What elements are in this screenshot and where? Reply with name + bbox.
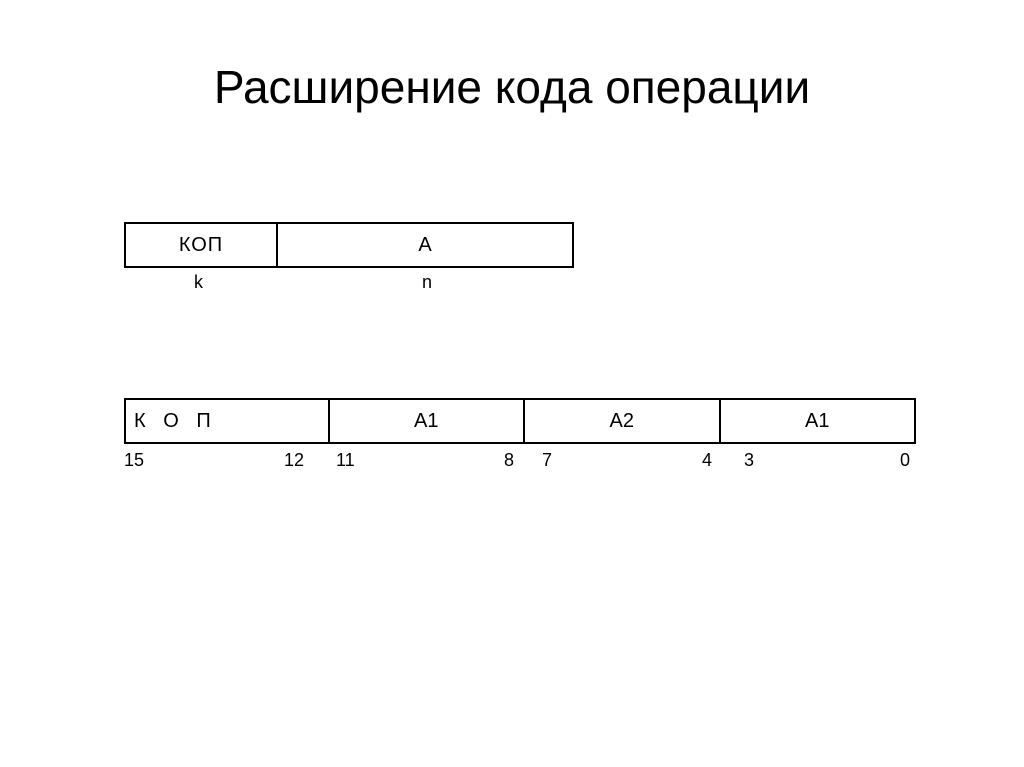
bit-label-4: 4 [702, 450, 712, 471]
diagram-2-bitlabels: 15 12 11 8 7 4 3 0 [124, 450, 916, 476]
d2-cell-kop: К О П [126, 400, 330, 442]
diagram-1-row: КОП A [124, 222, 574, 268]
page-title: Расширение кода операции [0, 60, 1024, 114]
d1-label-k: k [194, 272, 203, 293]
bit-label-11: 11 [336, 450, 355, 471]
bit-label-7: 7 [542, 450, 552, 471]
bit-label-0: 0 [900, 450, 910, 471]
slide-page: Расширение кода операции КОП A k n К О П… [0, 0, 1024, 767]
diagram-2: К О П A1 A2 A1 15 12 11 8 7 4 3 0 [124, 398, 916, 476]
diagram-1: КОП A k n [124, 222, 574, 296]
bit-label-12: 12 [284, 450, 304, 471]
diagram-2-row: К О П A1 A2 A1 [124, 398, 916, 444]
diagram-1-underlabels: k n [124, 272, 574, 296]
d2-cell-a1-high: A1 [330, 400, 526, 442]
d2-cell-a1-low: A1 [721, 400, 915, 442]
d1-cell-kop: КОП [126, 224, 278, 266]
d1-label-n: n [422, 272, 432, 293]
d2-cell-a2: A2 [525, 400, 721, 442]
d1-cell-a: A [278, 224, 572, 266]
bit-label-15: 15 [124, 450, 144, 471]
bit-label-8: 8 [504, 450, 514, 471]
bit-label-3: 3 [744, 450, 754, 471]
